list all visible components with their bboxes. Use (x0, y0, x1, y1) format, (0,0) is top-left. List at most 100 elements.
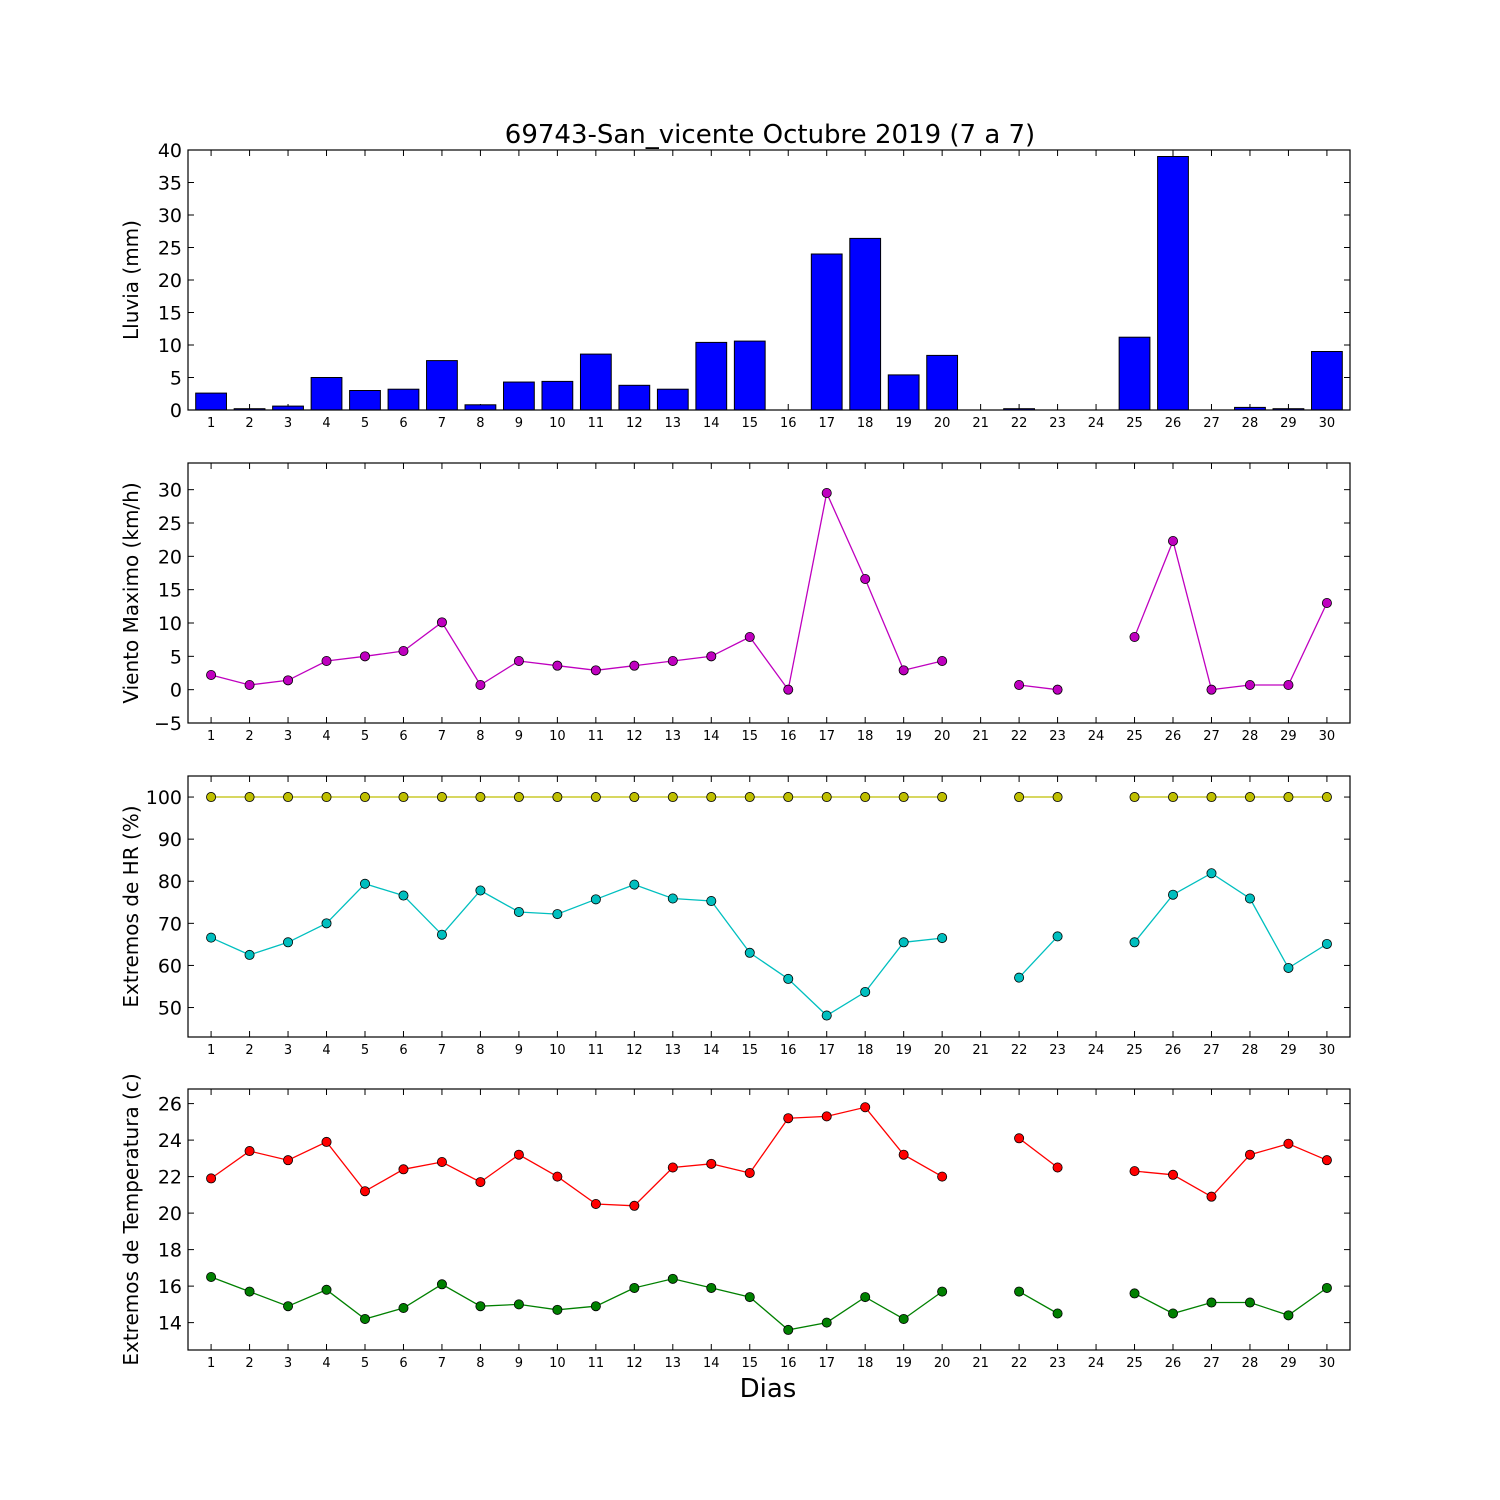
x-tick-label: 17 (818, 416, 835, 431)
data-point (667, 792, 678, 803)
x-tick-label: 2 (245, 1356, 253, 1371)
x-tick-label: 25 (1126, 729, 1143, 744)
data-point (706, 792, 717, 803)
x-tick-label: 7 (438, 1043, 446, 1058)
data-point (436, 617, 447, 628)
data-point (1283, 1138, 1294, 1149)
x-tick-label: 18 (857, 1356, 874, 1371)
data-point (1244, 1297, 1255, 1308)
data-point (1052, 1162, 1063, 1173)
data-point (937, 1286, 948, 1297)
data-point (398, 646, 409, 657)
x-tick-label: 21 (972, 729, 989, 744)
data-point (1244, 893, 1255, 904)
x-tick-label: 5 (361, 416, 369, 431)
data-point (1014, 680, 1025, 691)
x-tick-label: 14 (703, 1356, 720, 1371)
data-point (1168, 1169, 1179, 1180)
x-tick-label: 11 (588, 416, 605, 431)
data-point (1168, 1308, 1179, 1319)
x-tick-label: 12 (626, 729, 643, 744)
x-tick-label: 1 (207, 729, 215, 744)
rain-bar (618, 384, 651, 411)
data-point (244, 1286, 255, 1297)
data-point (783, 973, 794, 984)
x-tick-label: 2 (245, 1043, 253, 1058)
data-point (1283, 792, 1294, 803)
x-tick-label: 30 (1319, 1356, 1336, 1371)
y-tick-label: 20 (158, 1203, 182, 1225)
x-tick-label: 18 (857, 416, 874, 431)
y-tick-label: 0 (170, 400, 182, 422)
y-axis-label: Extremos de Temperatura (c) (119, 1073, 143, 1365)
x-tick-label: 22 (1011, 1043, 1028, 1058)
data-point (667, 656, 678, 667)
y-tick-label: 20 (158, 270, 182, 292)
x-tick-label: 17 (818, 1356, 835, 1371)
x-tick-label: 4 (322, 1356, 330, 1371)
x-tick-label: 21 (972, 1356, 989, 1371)
data-point (821, 487, 832, 498)
x-tick-label: 13 (665, 729, 682, 744)
chart-title: 69743-San_vicente Octubre 2019 (7 a 7) (505, 120, 1035, 150)
x-tick-label: 7 (438, 416, 446, 431)
rain-bar (195, 392, 227, 411)
data-point (1014, 1286, 1025, 1297)
x-tick-label: 29 (1280, 1043, 1297, 1058)
data-point (744, 792, 755, 803)
x-tick-label: 30 (1319, 1043, 1336, 1058)
y-tick-label: 100 (146, 787, 182, 809)
data-point (206, 670, 217, 681)
data-point (1321, 792, 1332, 803)
data-point (706, 1282, 717, 1293)
data-point (206, 1173, 217, 1184)
x-tick-label: 30 (1319, 416, 1336, 431)
x-tick-label: 29 (1280, 729, 1297, 744)
x-tick-label: 23 (1049, 1356, 1066, 1371)
rain-bar (310, 377, 343, 411)
x-tick-label: 7 (438, 729, 446, 744)
y-tick-label: 40 (158, 140, 182, 162)
y-tick-label: 10 (158, 335, 182, 357)
x-tick-label: 11 (588, 729, 605, 744)
data-point (359, 651, 370, 662)
x-tick-label: 8 (476, 729, 484, 744)
data-point (1283, 1310, 1294, 1321)
data-point (321, 1284, 332, 1295)
data-point (821, 1317, 832, 1328)
data-point (475, 1301, 486, 1312)
x-tick-label: 26 (1165, 416, 1182, 431)
x-tick-label: 5 (361, 729, 369, 744)
x-tick-label: 9 (515, 1043, 523, 1058)
data-point (629, 1200, 640, 1211)
y-tick-label: 0 (170, 680, 182, 702)
data-point (283, 1155, 294, 1166)
x-tick-label: 1 (207, 416, 215, 431)
x-tick-label: 16 (780, 1043, 797, 1058)
data-point (398, 1303, 409, 1314)
data-point (1129, 1288, 1140, 1299)
plot-frame (187, 1088, 1351, 1351)
data-point (1321, 598, 1332, 609)
series-line (1134, 1287, 1328, 1317)
rain-bar (541, 380, 574, 411)
x-tick-label: 29 (1280, 1356, 1297, 1371)
x-tick-label: 14 (703, 729, 720, 744)
data-point (783, 684, 794, 695)
x-tick-label: 12 (626, 1043, 643, 1058)
data-point (513, 1149, 524, 1160)
data-point (898, 937, 909, 948)
data-point (860, 1102, 871, 1113)
data-point (629, 1282, 640, 1293)
x-tick-label: 19 (895, 1356, 912, 1371)
x-tick-label: 6 (399, 1356, 407, 1371)
series-line (1018, 1137, 1058, 1169)
x-tick-label: 30 (1319, 729, 1336, 744)
y-tick-label: 10 (158, 613, 182, 635)
data-point (1206, 792, 1217, 803)
rain-bar (849, 237, 882, 411)
y-tick-label: 18 (158, 1240, 182, 1262)
x-tick-label: 7 (438, 1356, 446, 1371)
